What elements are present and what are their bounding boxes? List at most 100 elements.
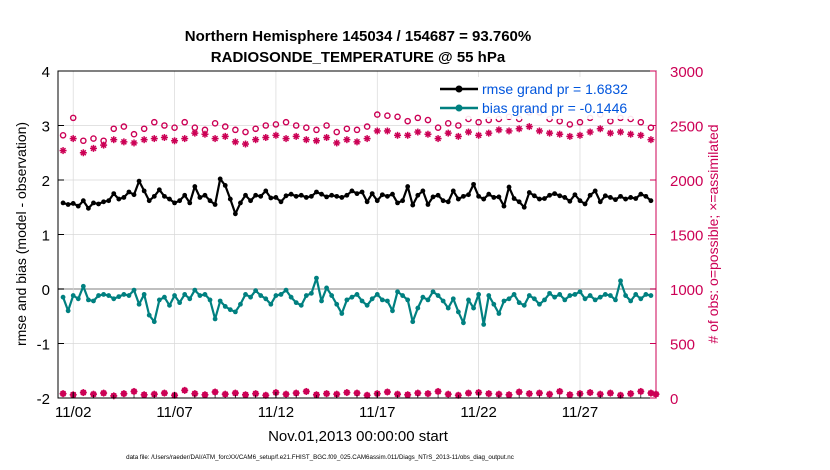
asterisk-stroke xyxy=(516,125,523,132)
obs-possible-point xyxy=(221,123,229,130)
bias-point xyxy=(547,290,552,296)
bias-point xyxy=(136,301,142,307)
bias-point xyxy=(597,294,603,300)
obs-assimilated-point xyxy=(373,127,381,135)
rmse-point xyxy=(415,192,421,198)
obs-bottom-asterisk xyxy=(140,391,148,399)
obs-bottom-asterisk xyxy=(343,389,351,397)
chart-title-line1: Northern Hemisphere 145034 / 154687 = 93… xyxy=(185,28,531,45)
rmse-point xyxy=(75,203,81,209)
rmse-point xyxy=(461,193,466,199)
bias-point xyxy=(430,289,436,295)
bias-point xyxy=(471,305,476,311)
rmse-point xyxy=(648,198,654,204)
bias-point xyxy=(222,304,228,309)
obs-bottom-asterisk xyxy=(566,391,574,399)
bias-point xyxy=(369,296,375,302)
asterisk-stroke xyxy=(506,127,513,134)
bias-point xyxy=(511,292,517,297)
y-left-tick-label: -1 xyxy=(37,337,50,354)
asterisk-stroke xyxy=(70,135,77,142)
y-left-tick-label: 1 xyxy=(42,228,50,245)
rmse-point xyxy=(80,198,86,204)
bias-point xyxy=(461,320,466,326)
rmse-point xyxy=(182,192,188,198)
asterisk-stroke xyxy=(313,391,320,398)
rmse-point xyxy=(324,194,329,200)
bias-point xyxy=(364,302,370,308)
y-left-tick-label: -2 xyxy=(37,391,50,408)
asterisk-stroke xyxy=(242,141,249,148)
asterisk-stroke xyxy=(191,130,198,137)
rmse-point xyxy=(486,191,492,197)
bias-point xyxy=(207,297,213,303)
bias-point xyxy=(496,311,502,316)
obs-possible-point xyxy=(150,118,158,126)
obs-assimilated-point xyxy=(181,135,189,143)
obs-bottom-asterisk xyxy=(160,389,168,397)
y-left-tick-label: 0 xyxy=(42,282,50,299)
obs-bottom-asterisk xyxy=(201,391,209,399)
asterisk-stroke xyxy=(201,391,208,398)
asterisk-stroke xyxy=(181,387,188,394)
asterisk-stroke xyxy=(222,391,229,398)
asterisk-stroke xyxy=(404,391,411,398)
obs-assimilated-point xyxy=(201,130,209,138)
bias-point xyxy=(202,292,208,297)
asterisk-stroke xyxy=(100,390,107,397)
asterisk-stroke xyxy=(212,389,219,395)
obs-assimilated-point xyxy=(485,129,493,137)
rmse-point xyxy=(258,193,264,199)
rmse-point xyxy=(638,191,644,197)
rmse-point xyxy=(592,188,598,194)
bias-point xyxy=(592,297,598,303)
obs-assimilated-point xyxy=(596,125,604,133)
rmse-point xyxy=(516,199,522,205)
asterisk-stroke xyxy=(110,136,117,143)
obs-possible-point xyxy=(576,118,584,126)
obs-assimilated-point xyxy=(535,127,543,135)
rmse-point xyxy=(445,199,451,205)
obs-bottom-asterisk xyxy=(242,391,250,399)
obs-possible-point xyxy=(120,123,128,130)
obs-possible-point xyxy=(140,125,148,133)
rmse-point xyxy=(597,199,603,205)
obs-possible-point xyxy=(69,114,77,122)
obs-assimilated-point xyxy=(647,136,655,144)
asterisk-stroke xyxy=(60,390,67,397)
x-tick-label: 11/27 xyxy=(562,404,598,421)
asterisk-stroke xyxy=(546,130,553,137)
bias-point xyxy=(91,298,96,304)
bias-point xyxy=(334,301,340,307)
rmse-point xyxy=(278,199,284,205)
rmse-point xyxy=(334,193,340,199)
rmse-point xyxy=(131,192,137,198)
obs-bottom-asterisk xyxy=(292,389,300,397)
rmse-point xyxy=(308,193,314,199)
bias-point xyxy=(131,287,137,293)
rmse-point xyxy=(283,193,289,199)
bias-point xyxy=(329,293,335,298)
rmse-point xyxy=(425,202,431,207)
rmse-point xyxy=(359,189,365,195)
asterisk-stroke xyxy=(414,390,421,397)
bias-point xyxy=(146,312,152,318)
obs-possible-point xyxy=(637,118,645,126)
rmse-point xyxy=(491,195,497,200)
asterisk-stroke xyxy=(495,391,502,398)
asterisk-stroke xyxy=(303,388,310,395)
asterisk-stroke xyxy=(404,132,411,139)
bias-point xyxy=(562,297,568,303)
asterisk-stroke xyxy=(424,131,431,138)
obs-assimilated-point xyxy=(252,136,260,144)
asterisk-stroke xyxy=(445,391,452,398)
bias-point xyxy=(344,297,350,303)
rmse-point xyxy=(577,198,583,204)
asterisk-stroke xyxy=(536,390,543,397)
rmse-point xyxy=(248,198,253,204)
obs-assimilated-point xyxy=(576,131,584,139)
obs-bottom-asterisk xyxy=(282,390,290,398)
bias-point xyxy=(126,293,132,298)
rmse-point xyxy=(430,194,436,200)
